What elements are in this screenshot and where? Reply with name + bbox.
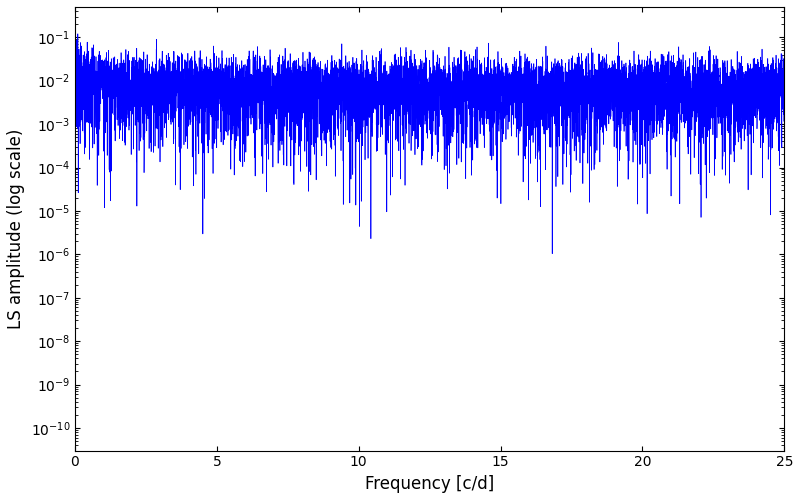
X-axis label: Frequency [c/d]: Frequency [c/d] [365,475,494,493]
Y-axis label: LS amplitude (log scale): LS amplitude (log scale) [7,128,25,329]
